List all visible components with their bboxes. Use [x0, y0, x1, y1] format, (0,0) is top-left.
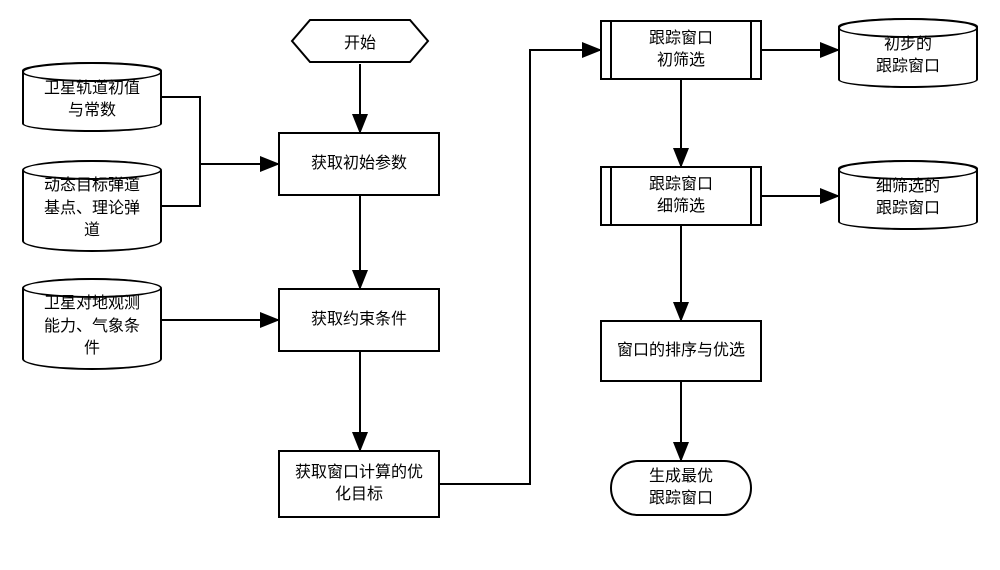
- cylinder-orbit-constants-label: 卫星轨道初值与常数: [44, 72, 140, 123]
- terminator-result: 生成最优跟踪窗口: [610, 460, 752, 516]
- cylinder-fine-window-label: 细筛选的跟踪窗口: [876, 170, 940, 221]
- start-label: 开始: [290, 18, 430, 64]
- subroutine-fine-filter-label: 跟踪窗口细筛选: [649, 174, 713, 219]
- process-optimize-target-label: 获取窗口计算的优化目标: [295, 462, 423, 507]
- cylinder-trajectory: 动态目标弹道基点、理论弹道: [22, 160, 162, 252]
- subroutine-initial-filter: 跟踪窗口初筛选: [600, 20, 762, 80]
- process-get-constraints: 获取约束条件: [278, 288, 440, 352]
- process-sort-optimize: 窗口的排序与优选: [600, 320, 762, 382]
- subroutine-fine-filter: 跟踪窗口细筛选: [600, 166, 762, 226]
- process-optimize-target: 获取窗口计算的优化目标: [278, 450, 440, 518]
- subroutine-initial-filter-label: 跟踪窗口初筛选: [649, 28, 713, 73]
- cylinder-initial-window-label: 初步的跟踪窗口: [876, 28, 940, 79]
- cylinder-observation: 卫星对地观测能力、气象条件: [22, 278, 162, 370]
- terminator-result-label: 生成最优跟踪窗口: [649, 466, 713, 511]
- cylinder-orbit-constants: 卫星轨道初值与常数: [22, 62, 162, 132]
- cylinder-trajectory-label: 动态目标弹道基点、理论弹道: [44, 169, 140, 242]
- process-get-params: 获取初始参数: [278, 132, 440, 196]
- process-sort-optimize-label: 窗口的排序与优选: [617, 340, 745, 362]
- cylinder-fine-window: 细筛选的跟踪窗口: [838, 160, 978, 230]
- process-get-params-label: 获取初始参数: [311, 153, 407, 175]
- cylinder-observation-label: 卫星对地观测能力、气象条件: [44, 287, 140, 360]
- start-node: 开始: [290, 18, 430, 64]
- cylinder-initial-window: 初步的跟踪窗口: [838, 18, 978, 88]
- process-get-constraints-label: 获取约束条件: [311, 309, 407, 331]
